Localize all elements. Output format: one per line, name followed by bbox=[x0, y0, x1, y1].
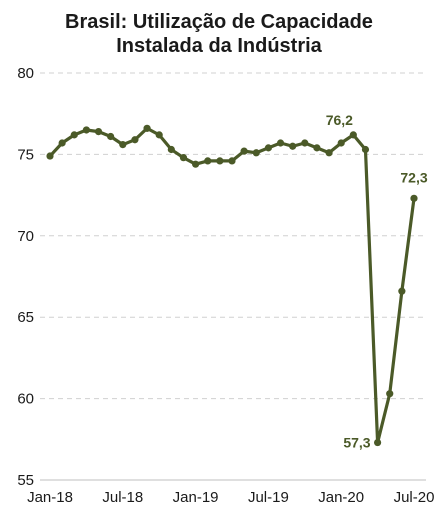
x-tick-label: Jul-20 bbox=[394, 489, 435, 506]
x-axis: Jan-18 Jul-18 Jan-19 Jul-19 Jan-20 Jul-20 bbox=[27, 479, 435, 506]
data-point bbox=[179, 154, 188, 162]
data-point bbox=[70, 131, 78, 139]
chart-title-line-2: Instalada da Indústria bbox=[116, 35, 322, 57]
data-point bbox=[119, 141, 127, 149]
data-point bbox=[398, 287, 406, 295]
data-label: 76,2 bbox=[326, 112, 353, 128]
chart-title: Brasil: Utilização de Capacidade Instala… bbox=[0, 10, 438, 58]
data-point bbox=[337, 139, 345, 147]
chart-title-line-1: Brasil: Utilização de Capacidade bbox=[65, 11, 373, 33]
data-point bbox=[325, 149, 333, 157]
x-tick-label: Jan-20 bbox=[318, 489, 364, 506]
x-tick-label: Jan-18 bbox=[27, 489, 73, 506]
data-point bbox=[374, 438, 382, 447]
data-point bbox=[386, 390, 394, 398]
y-tick-label: 75 bbox=[17, 146, 34, 163]
data-point bbox=[155, 131, 163, 139]
y-axis: 55 60 65 70 75 80 bbox=[17, 65, 34, 489]
data-point bbox=[264, 144, 272, 152]
data-point bbox=[301, 139, 309, 147]
x-tick-label: Jan-19 bbox=[173, 489, 219, 506]
data-point bbox=[410, 194, 418, 202]
y-tick-label: 55 bbox=[17, 472, 34, 489]
data-point bbox=[58, 139, 66, 147]
x-tick-label: Jul-18 bbox=[102, 489, 143, 506]
data-point bbox=[361, 145, 370, 154]
data-point bbox=[276, 139, 285, 147]
gridlines bbox=[40, 72, 426, 400]
data-point bbox=[289, 142, 297, 150]
data-point bbox=[240, 147, 248, 155]
series-group bbox=[46, 124, 418, 447]
data-point bbox=[228, 157, 236, 165]
y-tick-label: 65 bbox=[17, 309, 34, 326]
y-tick-label: 80 bbox=[17, 65, 34, 82]
data-point bbox=[252, 149, 260, 157]
data-labels: 76,2 57,3 72,3 bbox=[326, 112, 428, 451]
data-point bbox=[131, 136, 139, 144]
x-tick-label: Jul-19 bbox=[248, 489, 289, 506]
y-tick-label: 70 bbox=[17, 228, 34, 245]
data-point bbox=[216, 157, 224, 165]
y-tick-label: 60 bbox=[17, 391, 34, 408]
data-point bbox=[46, 152, 54, 160]
data-label: 57,3 bbox=[343, 435, 370, 451]
data-point bbox=[82, 126, 90, 134]
data-point bbox=[204, 157, 212, 165]
data-point bbox=[143, 124, 151, 132]
data-point bbox=[313, 144, 321, 152]
data-point bbox=[349, 131, 357, 139]
data-point bbox=[192, 160, 200, 168]
data-label: 72,3 bbox=[400, 169, 427, 185]
data-point bbox=[107, 132, 115, 141]
series-line bbox=[48, 126, 416, 445]
data-point bbox=[167, 145, 175, 154]
data-point bbox=[94, 128, 103, 136]
